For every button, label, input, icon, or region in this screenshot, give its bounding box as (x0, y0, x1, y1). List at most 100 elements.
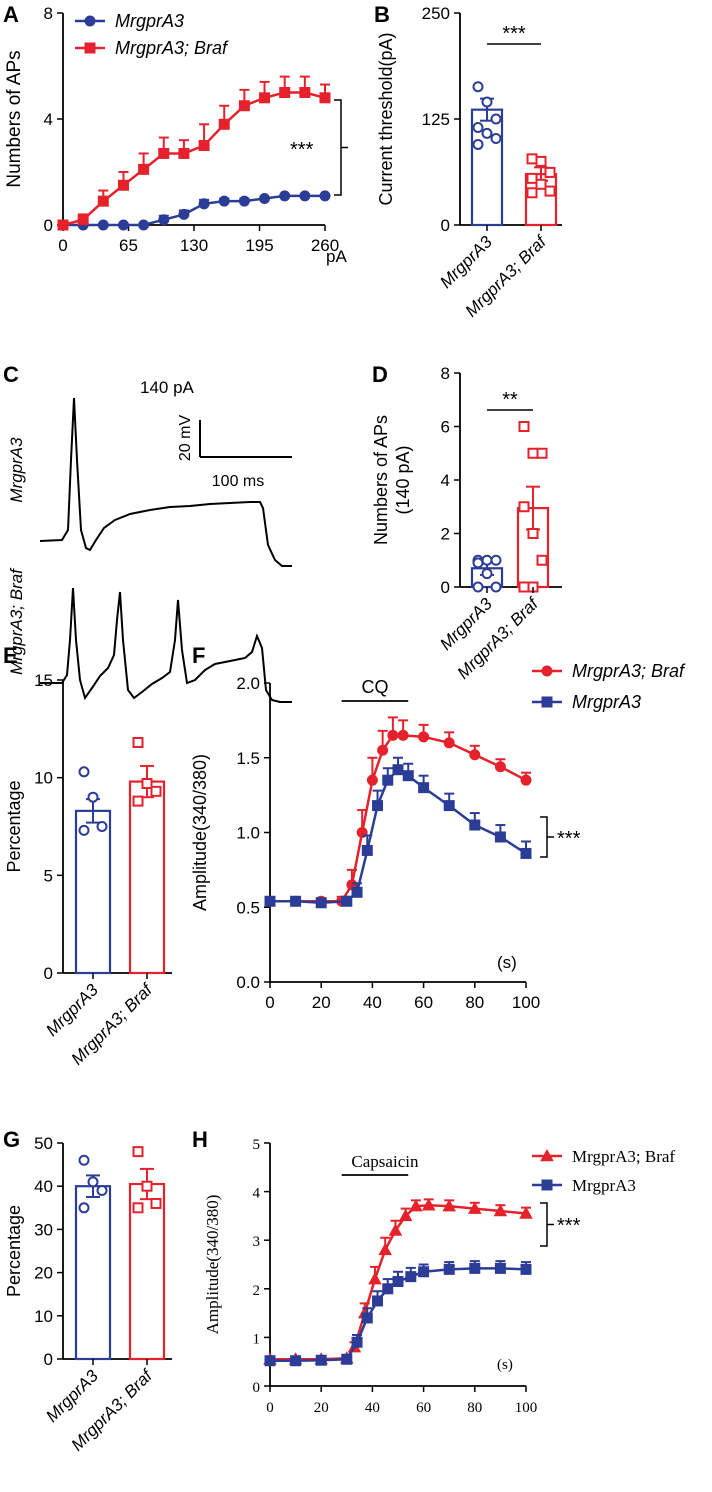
data-point (150, 785, 162, 797)
legend-label: MrgprA3 (572, 1176, 636, 1195)
y-tick-label: 4 (44, 110, 53, 129)
data-point (158, 147, 170, 159)
x-tick-label: 40 (365, 1400, 380, 1416)
x-tick-label: 60 (416, 1400, 431, 1416)
x-tick-label: 20 (312, 993, 331, 1012)
data-point (388, 1223, 403, 1236)
chart-c-traces: 140 pA 20 mV 100 ms MrgprA3 MrgprA3; Bra… (7, 378, 292, 703)
data-point (526, 153, 538, 165)
data-point (132, 737, 144, 749)
legend-marker (540, 1148, 554, 1162)
data-point (469, 1262, 481, 1274)
data-point (405, 1271, 417, 1283)
y-tick-label: 125 (422, 110, 450, 129)
data-point (351, 1336, 363, 1348)
data-point (279, 87, 291, 98)
data-point (481, 554, 493, 566)
bar (128, 780, 166, 975)
y-tick-label: 2 (253, 1283, 261, 1299)
data-point (520, 847, 532, 859)
x-tick-label: 40 (363, 993, 382, 1012)
data-point (527, 528, 539, 539)
data-point (141, 778, 153, 790)
stimulus-label: CQ (361, 677, 388, 697)
x-tick-label: 195 (245, 236, 273, 255)
y-axis-label: Amplitude(340/380) (203, 1195, 222, 1335)
data-point (341, 1353, 353, 1365)
y-tick-label: 250 (422, 4, 450, 23)
trace-label-braf: MrgprA3; Braf (7, 567, 26, 675)
x-unit-label: pA (326, 247, 347, 266)
legend-marker (541, 696, 553, 708)
data-point (198, 140, 210, 151)
legend-label: MrgprA3; Braf (572, 661, 686, 681)
data-point (518, 501, 530, 513)
data-point (315, 897, 327, 909)
data-point (299, 87, 311, 98)
data-point (178, 208, 190, 220)
y-tick-label: 30 (34, 1220, 53, 1239)
data-point (259, 92, 271, 104)
significance-label: *** (502, 23, 526, 45)
data-point (378, 1242, 392, 1256)
y-tick-label: 1.5 (236, 749, 260, 768)
scale-voltage-label: 20 mV (177, 415, 194, 462)
data-point (443, 737, 455, 749)
trace-mrgpra3 (39, 397, 292, 567)
data-point (536, 447, 548, 459)
data-point (218, 118, 230, 130)
data-point (78, 824, 90, 836)
data-point (392, 1276, 404, 1288)
data-point (519, 1206, 533, 1219)
data-point (138, 163, 150, 175)
y-tick-label: 4 (253, 1186, 261, 1202)
stimulus-label: Capsaicin (351, 1152, 419, 1171)
y-tick-label: 0 (44, 216, 53, 235)
y-tick-label: 50 (34, 1134, 53, 1153)
data-point (494, 831, 506, 843)
data-point (472, 138, 484, 150)
legend-marker (541, 665, 553, 677)
y-tick-label: 0 (441, 578, 450, 597)
y-tick-label: 10 (34, 769, 53, 788)
data-point (469, 819, 481, 831)
panel-label-f: F (192, 643, 205, 668)
data-point (78, 1154, 90, 1166)
data-point (77, 214, 89, 226)
y-tick-label: 2 (441, 525, 450, 544)
data-point (472, 557, 484, 569)
data-point (78, 766, 90, 778)
y-tick-label: 20 (34, 1264, 53, 1283)
legend-label: MrgprA3 (115, 11, 184, 31)
data-point (279, 190, 291, 202)
data-point (527, 447, 539, 459)
y-tick-label: 15 (34, 671, 53, 690)
significance-bracket (540, 1202, 554, 1247)
significance-bracket (334, 99, 348, 196)
data-point (472, 581, 484, 593)
panel-label-h: H (192, 1127, 208, 1152)
data-point (351, 886, 363, 898)
data-point (96, 1185, 108, 1197)
x-tick-label: 80 (465, 993, 484, 1012)
data-point (493, 1203, 508, 1217)
data-point (442, 1199, 456, 1212)
series-line-1 (270, 768, 527, 905)
data-point (520, 774, 532, 786)
data-point (536, 554, 548, 566)
y-axis-label: Current threshold(pA) (376, 32, 396, 205)
y-axis-label: Percentage (4, 780, 24, 872)
chart-f: 0.0 0.5 1.0 1.5 2.0 0 20 40 60 80 100 Amplitude(340… (190, 661, 686, 1012)
data-point (526, 187, 538, 199)
y-axis-label: Numbers of APs (371, 415, 391, 545)
data-point (372, 800, 384, 812)
y-axis-label: Amplitude(340/380) (190, 754, 210, 911)
data-point (520, 1263, 532, 1275)
chart-a: 0 4 8 0 65 130 195 260 Numbers of APs pA MrgprA3 Mr… (4, 4, 348, 266)
y-tick-label: 2.0 (236, 674, 260, 693)
legend-marker (84, 42, 96, 54)
panel-label-g: G (3, 1127, 20, 1152)
significance-label: *** (557, 828, 581, 850)
